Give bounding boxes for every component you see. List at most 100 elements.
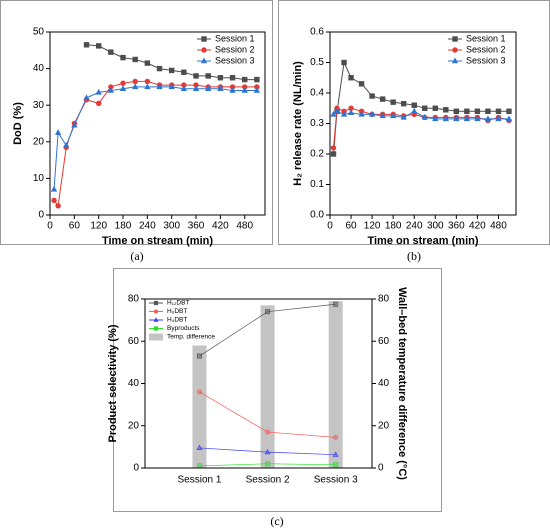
legend-marker bbox=[201, 47, 207, 53]
caption: (c) bbox=[270, 514, 283, 528]
y-tick-label: 40 bbox=[128, 378, 140, 389]
data-point bbox=[196, 463, 202, 469]
data-point bbox=[51, 197, 57, 204]
data-point bbox=[390, 112, 397, 119]
data-point bbox=[180, 85, 188, 91]
data-point bbox=[144, 60, 151, 66]
data-point bbox=[400, 100, 407, 107]
data-point bbox=[422, 105, 428, 111]
data-point bbox=[340, 110, 348, 117]
y2-tick-label: 60 bbox=[378, 336, 390, 347]
x-tick-label: 360 bbox=[448, 221, 465, 232]
x-tick-label: 480 bbox=[490, 221, 507, 232]
data-point bbox=[132, 83, 139, 90]
caption: (a) bbox=[130, 249, 143, 263]
data-point bbox=[379, 112, 386, 119]
data-point bbox=[119, 85, 127, 91]
bar bbox=[260, 305, 275, 468]
legend-label: H₁₂DBT bbox=[167, 300, 189, 307]
legend-label: H₄DBT bbox=[167, 317, 187, 324]
y-tick-label: 0.1 bbox=[310, 179, 324, 190]
data-point bbox=[83, 94, 90, 101]
x-tick-label: Session 3 bbox=[314, 475, 358, 486]
data-point bbox=[264, 448, 271, 455]
data-point bbox=[156, 65, 163, 72]
x-tick-label: 420 bbox=[212, 221, 229, 232]
x-tick-label: 420 bbox=[469, 221, 486, 232]
data-point bbox=[368, 110, 376, 117]
y2-tick-label: 0 bbox=[378, 463, 384, 474]
data-point bbox=[421, 113, 428, 120]
data-point bbox=[369, 93, 375, 99]
data-point bbox=[192, 85, 200, 91]
data-point bbox=[453, 115, 460, 122]
data-point bbox=[505, 115, 513, 122]
plot-frame bbox=[49, 31, 266, 216]
data-point bbox=[495, 115, 502, 122]
legend-label: Session 2 bbox=[466, 44, 506, 54]
data-point bbox=[132, 56, 138, 63]
data-point bbox=[348, 75, 354, 81]
data-point bbox=[474, 115, 481, 122]
data-point bbox=[156, 83, 163, 90]
data-point bbox=[411, 107, 418, 114]
y-axis-label: H₂ release rate (NL/min) bbox=[292, 61, 304, 186]
plot-frame bbox=[329, 31, 517, 216]
data-point bbox=[229, 87, 236, 93]
data-point bbox=[390, 99, 396, 105]
y-tick-label: 0.2 bbox=[310, 149, 324, 160]
x-tick-label: Session 2 bbox=[246, 475, 290, 486]
x-tick-label: 120 bbox=[90, 221, 107, 232]
x-tick-label: 180 bbox=[115, 221, 132, 232]
legend-marker bbox=[452, 36, 458, 42]
data-point bbox=[205, 85, 212, 91]
data-point bbox=[95, 43, 102, 49]
y-tick-label: 80 bbox=[128, 294, 140, 305]
y2-tick-label: 80 bbox=[378, 294, 390, 305]
y-tick-label: 0.0 bbox=[310, 210, 324, 221]
x-tick-label: 300 bbox=[163, 221, 180, 232]
data-point bbox=[463, 115, 471, 122]
y-tick-label: 0 bbox=[133, 463, 139, 474]
data-point bbox=[205, 73, 211, 79]
y-tick-label: 40 bbox=[33, 63, 45, 74]
data-point bbox=[95, 100, 102, 107]
data-point bbox=[54, 129, 62, 135]
data-point bbox=[181, 69, 187, 75]
legend-marker bbox=[153, 300, 159, 306]
y-tick-label: 60 bbox=[128, 336, 140, 347]
data-point bbox=[168, 83, 175, 90]
data-point bbox=[330, 151, 337, 157]
x-tick-label: Session 1 bbox=[178, 475, 222, 486]
legend-marker bbox=[200, 57, 208, 64]
legend-marker bbox=[201, 36, 207, 42]
data-point bbox=[484, 115, 492, 122]
bar bbox=[328, 301, 343, 468]
y-tick-label: 30 bbox=[33, 100, 45, 111]
data-point bbox=[333, 301, 339, 307]
data-point bbox=[95, 88, 102, 95]
data-point bbox=[63, 141, 70, 148]
x-tick-label: 240 bbox=[139, 221, 156, 232]
y-tick-label: 0.6 bbox=[310, 27, 324, 38]
x-tick-label: 240 bbox=[406, 221, 423, 232]
y-axis-label: Product selectivity (%) bbox=[107, 324, 119, 442]
y2-tick-label: 40 bbox=[378, 378, 390, 389]
data-point bbox=[330, 145, 337, 151]
legend-label: Session 1 bbox=[215, 33, 255, 43]
data-point bbox=[347, 109, 355, 116]
data-point bbox=[217, 75, 224, 81]
data-point bbox=[132, 78, 138, 85]
y-tick-label: 50 bbox=[33, 27, 45, 38]
x-axis-label: Time on stream (min) bbox=[102, 235, 213, 247]
bar bbox=[192, 345, 207, 468]
data-point bbox=[196, 389, 202, 395]
data-point bbox=[229, 75, 236, 81]
legend-marker bbox=[452, 47, 458, 53]
legend-label: Session 3 bbox=[466, 55, 506, 65]
panel-frame bbox=[0, 0, 273, 245]
x-tick-label: 360 bbox=[188, 221, 205, 232]
x-tick-label: 300 bbox=[427, 221, 444, 232]
